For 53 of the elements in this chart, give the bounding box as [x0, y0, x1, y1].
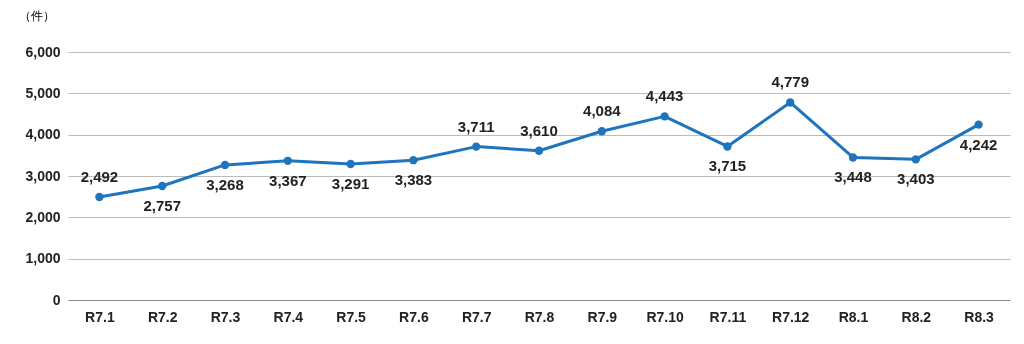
point — [95, 192, 104, 202]
x-tick-label: R7.6 — [399, 308, 429, 325]
data-label: 3,610 — [520, 121, 558, 139]
y-tick-label: 4,000 — [25, 126, 61, 143]
point — [723, 142, 732, 151]
y-axis-title: （件） — [18, 8, 55, 23]
x-tick-label: R7.2 — [147, 308, 178, 325]
x-tick-label: R7.1 — [85, 308, 115, 325]
point — [283, 156, 292, 166]
point — [220, 160, 230, 170]
point — [158, 181, 167, 191]
y-tick-label: 5,000 — [25, 84, 61, 101]
point — [974, 120, 983, 129]
data-label: 3,291 — [331, 174, 370, 192]
y-tick-label: 1,000 — [25, 250, 61, 267]
x-tick-label: R7.4 — [273, 308, 304, 325]
data-label: 3,403 — [897, 170, 935, 188]
x-tick-label: R7.5 — [336, 308, 367, 325]
x-tick-label: R7.8 — [524, 308, 555, 325]
point — [472, 142, 481, 151]
data-label: 3,448 — [834, 168, 872, 186]
x-tick-label: R8.2 — [901, 308, 932, 325]
data-label: 3,268 — [206, 175, 244, 193]
x-tick-label: R7.12 — [772, 308, 810, 325]
y-tick-label: 0 — [52, 291, 61, 308]
point — [597, 127, 606, 136]
x-tick-label: R7.10 — [646, 308, 684, 325]
point — [848, 153, 858, 162]
x-tick-label: R7.9 — [587, 308, 618, 325]
x-tick-label: R8.1 — [838, 308, 869, 325]
y-tick-label: 2,000 — [25, 208, 61, 225]
data-label: 2,492 — [80, 168, 119, 185]
y-tick-label: 6,000 — [25, 43, 61, 60]
data-label: 4,443 — [645, 87, 684, 105]
data-label: 3,383 — [394, 171, 433, 189]
point — [660, 112, 669, 121]
data-label: 2,757 — [143, 197, 181, 215]
data-label: 3,715 — [708, 157, 747, 175]
point — [409, 155, 418, 165]
x-tick-label: R7.3 — [210, 308, 241, 325]
data-label: 4,779 — [771, 73, 809, 91]
data-label: 4,242 — [959, 135, 998, 153]
point — [534, 146, 544, 155]
x-tick-label: R7.7 — [461, 308, 492, 325]
point — [346, 159, 355, 169]
point — [911, 155, 920, 164]
x-tick-label: R7.11 — [709, 308, 747, 325]
y-tick-label: 3,000 — [25, 167, 61, 184]
x-tick-label: R8.3 — [964, 308, 995, 325]
data-label: 3,711 — [457, 117, 495, 135]
data-label: 4,084 — [583, 102, 622, 120]
point — [786, 98, 795, 107]
data-label: 3,367 — [269, 171, 307, 189]
